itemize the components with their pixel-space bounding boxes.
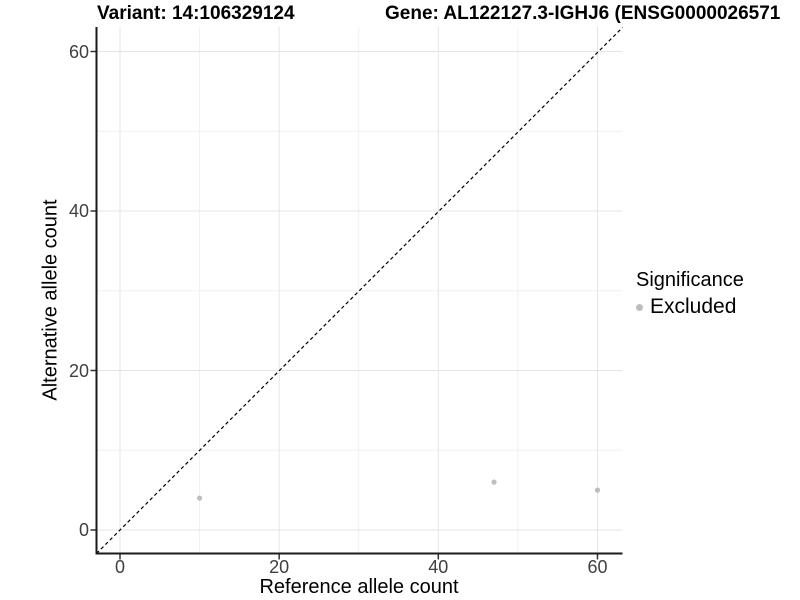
y-tick-label: 60 [68,41,89,62]
x-axis-label: Reference allele count [259,576,459,598]
y-tick-label: 20 [68,360,89,381]
identity-line [96,27,623,554]
x-tick-label: 0 [114,557,126,577]
gene-title: Gene: AL122127.3-IGHJ6 (ENSG0000026571 [385,3,781,24]
y-tick-label: 40 [68,201,89,221]
data-point [491,479,497,485]
x-tick-label: 60 [587,557,608,577]
legend-title: Significance [636,269,744,291]
legend-items: Excluded [636,295,744,319]
data-point [196,495,203,501]
x-tick-label: 40 [428,557,449,577]
variant-title: Variant: 14:106329124 [97,3,295,24]
legend-point-icon [636,303,643,311]
y-tick-label: 0 [78,520,89,540]
legend: Significance Excluded [636,269,744,319]
data-point [594,487,601,493]
legend-item-label: Excluded [650,295,737,318]
legend-item: Excluded [636,295,744,319]
x-tick-label: 20 [269,557,290,577]
